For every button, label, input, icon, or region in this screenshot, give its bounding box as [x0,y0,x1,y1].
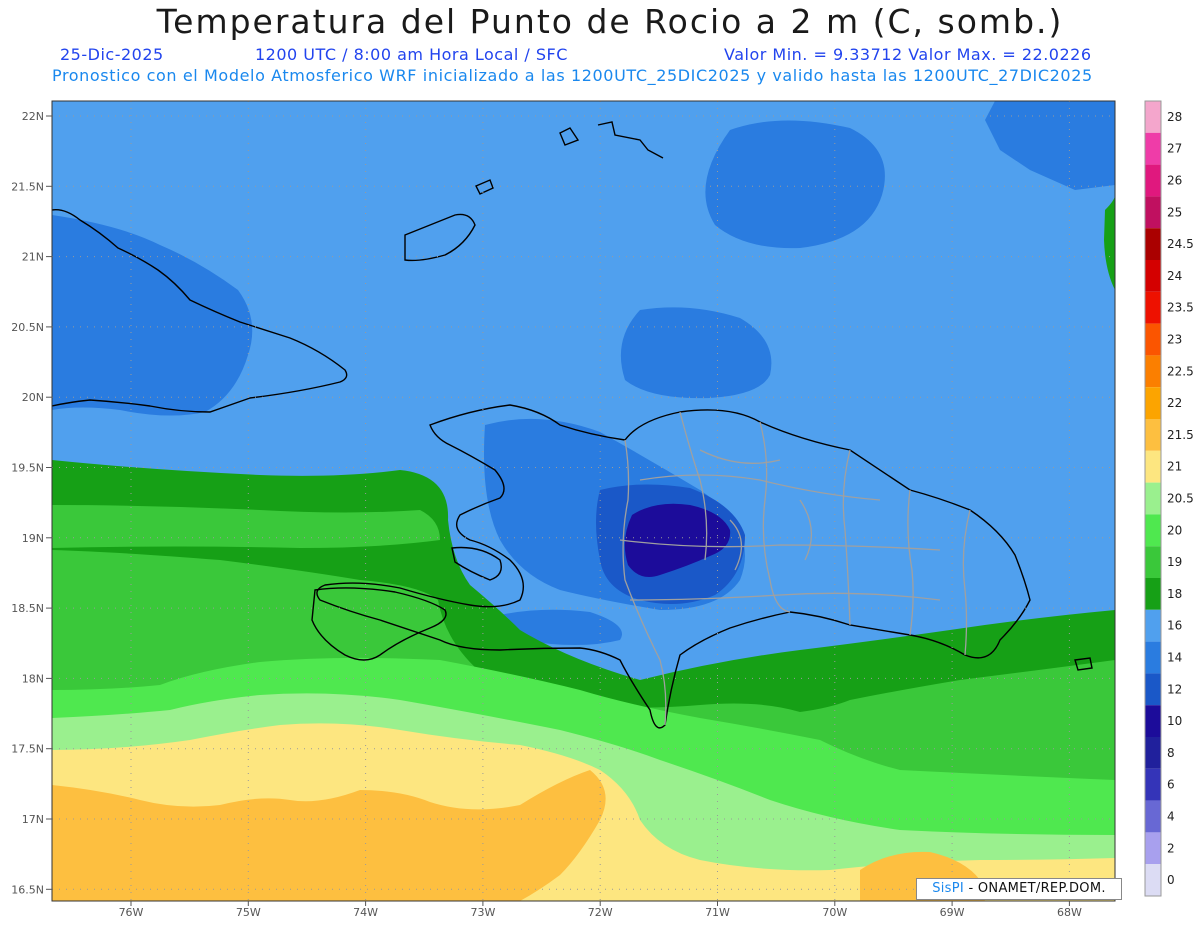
legend-swatch [1145,609,1161,642]
gridlines [52,101,1115,901]
lon-label: 71W [705,906,730,919]
lat-label: 19N [22,532,44,545]
min-max-values: Valor Min. = 9.33712 Valor Max. = 22.022… [724,45,1092,64]
map-frame [51,100,1116,902]
lat-label: 18.5N [11,602,44,615]
color-legend: 2827262524.52423.52322.52221.52120.52019… [1144,100,1194,897]
legend-label: 25 [1167,205,1182,219]
lon-label: 69W [940,906,965,919]
legend-label: 22 [1167,396,1182,410]
province-borders [619,411,971,726]
legend-label: 21 [1167,460,1182,474]
legend-label: 16 [1167,619,1182,633]
lon-label: 73W [470,906,495,919]
shaded-field [52,101,1115,901]
legend-swatch [1145,101,1161,133]
legend-swatch [1145,291,1161,324]
latitude-labels: 22N 21.5N 21N 20.5N 20N 19.5N 19N 18.5N 18N 17.5N… [11,110,52,896]
legend-swatch [1145,578,1161,610]
lon-label: 68W [1057,906,1082,919]
legend-swatch [1145,800,1161,833]
legend-swatch [1145,132,1161,165]
legend-label: 8 [1167,746,1175,760]
lat-label: 20N [22,391,44,404]
lat-label: 16.5N [11,883,44,896]
legend-label: 0 [1167,873,1175,887]
lat-label: 21.5N [11,180,44,193]
legend-swatch [1145,450,1161,483]
legend-label: 20.5 [1167,492,1194,506]
lat-label: 22N [22,110,44,123]
lat-label: 17N [22,813,44,826]
legend-swatch [1145,832,1161,865]
credit-box: SisPI - ONAMET/REP.DOM. [916,878,1122,900]
legend-label: 21.5 [1167,428,1194,442]
lon-label: 74W [353,906,378,919]
legend-swatch [1145,260,1161,292]
lat-label: 20.5N [11,321,44,334]
legend-label: 12 [1167,682,1182,696]
credit-text: - ONAMET/REP.DOM. [968,881,1106,896]
legend-label: 23.5 [1167,301,1194,315]
legend-swatch [1145,355,1161,388]
longitude-labels: 76W 75W 74W 73W 72W 71W 70W 69W 68W [119,901,1082,919]
legend-label: 28 [1167,110,1182,124]
forecast-time: 1200 UTC / 8:00 am Hora Local / SFC [255,45,568,64]
legend-label: 19 [1167,555,1182,569]
lat-label: 17.5N [11,743,44,756]
legend-swatch [1145,864,1161,896]
legend-swatch [1145,482,1161,515]
legend-swatch [1145,164,1161,197]
legend-swatch [1145,387,1161,419]
legend-swatch [1145,737,1161,769]
lat-label: 18N [22,672,44,685]
legend-swatch [1145,546,1161,578]
legend-label: 26 [1167,174,1182,188]
coastlines [52,121,1093,729]
legend-label: 6 [1167,778,1175,792]
lon-label: 72W [588,906,613,919]
legend-swatch [1145,514,1161,547]
legend-swatch [1145,323,1161,356]
legend-label: 24 [1167,269,1182,283]
legend-label: 23 [1167,333,1182,347]
legend-swatch [1145,768,1161,801]
credit-brand: SisPI [932,881,965,896]
legend-label: 2 [1167,841,1175,855]
legend-label: 22.5 [1167,364,1194,378]
lon-label: 75W [236,906,261,919]
lon-label: 70W [822,906,847,919]
legend-label: 24.5 [1167,237,1194,251]
map-title: Temperatura del Punto de Rocio a 2 m (C,… [156,2,1064,41]
legend-label: 14 [1167,651,1182,665]
legend-swatch [1145,228,1161,260]
forecast-date: 25-Dic-2025 [60,45,164,64]
legend-label: 27 [1167,142,1182,156]
lat-label: 19.5N [11,462,44,475]
legend-label: 20 [1167,523,1182,537]
legend-swatch [1145,705,1161,737]
legend-swatch [1145,673,1161,706]
legend-swatch [1145,641,1161,674]
legend-swatch [1145,196,1161,229]
legend-swatch [1145,419,1161,451]
legend-label: 18 [1167,587,1182,601]
legend-label: 10 [1167,714,1182,728]
lat-label: 21N [22,251,44,264]
lon-label: 76W [119,906,144,919]
forecast-description: Pronostico con el Modelo Atmosferico WRF… [52,66,1093,85]
legend-label: 4 [1167,810,1175,824]
